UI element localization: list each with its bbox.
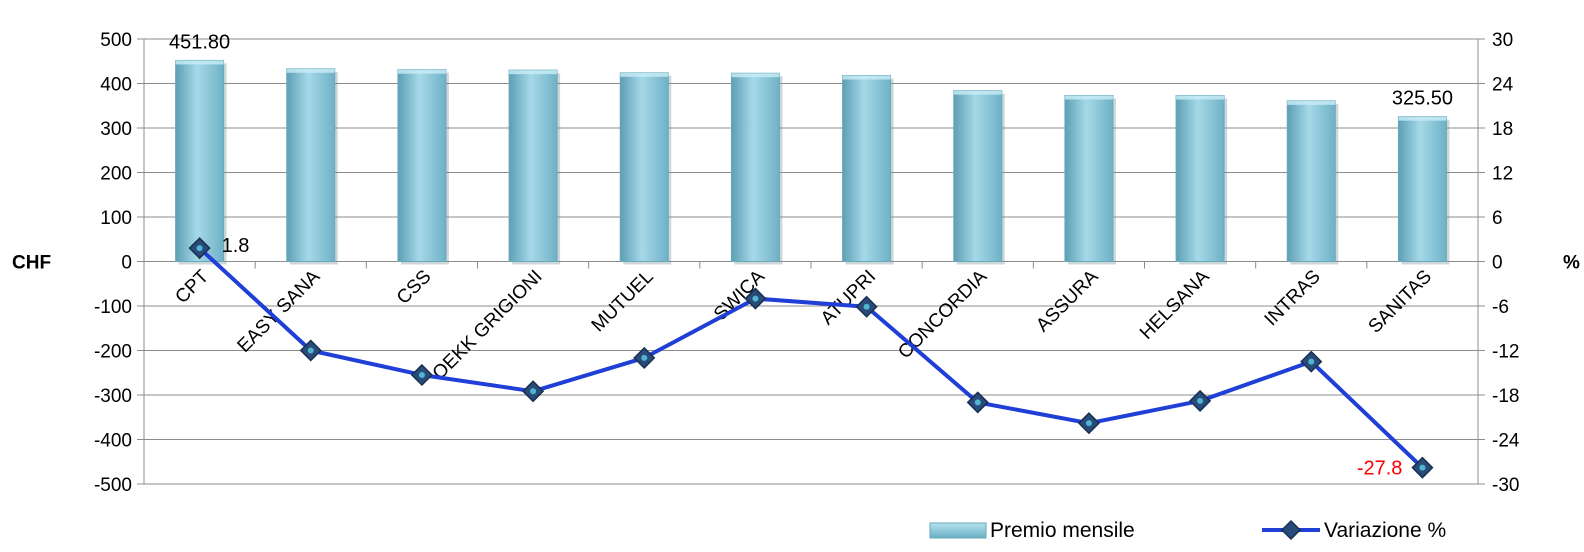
point-highlight	[1419, 464, 1426, 471]
right-axis-label: %	[1563, 253, 1580, 274]
legend-marker	[1280, 519, 1302, 541]
bar-top	[1176, 95, 1225, 100]
right-tick-label: 12	[1492, 164, 1513, 185]
right-tick-label: 30	[1492, 30, 1513, 51]
left-tick-label: 0	[121, 253, 132, 274]
data-label: 325.50	[1392, 88, 1453, 110]
point-highlight	[974, 399, 981, 406]
point-highlight	[641, 354, 648, 361]
right-tick-label: 0	[1492, 253, 1503, 274]
point-highlight	[307, 347, 314, 354]
bar	[175, 59, 225, 262]
category-label: MUTUEL	[588, 266, 658, 336]
bar-top	[1398, 116, 1447, 121]
bar-top	[731, 73, 780, 78]
left-tick-label: -200	[94, 342, 132, 363]
right-tick-label: -24	[1492, 431, 1520, 452]
line-series	[188, 237, 1434, 479]
category-label: CPT	[171, 266, 213, 308]
data-label: -27.8	[1357, 458, 1403, 480]
right-tick-label: 18	[1492, 119, 1513, 140]
legend-label: Variazione %	[1324, 519, 1446, 542]
bar-top	[397, 69, 446, 74]
bar-top	[286, 68, 335, 73]
point-highlight	[1085, 420, 1092, 427]
left-tick-label: -100	[94, 297, 132, 318]
axes: 500 30 400 24 300 18 200 12 100 6 0 0 -100 -6 -200 -12 -…	[12, 30, 1580, 496]
bar	[1175, 95, 1225, 262]
bar-top	[175, 60, 224, 65]
point-highlight	[530, 388, 537, 395]
left-axis-label: CHF	[12, 253, 51, 274]
category-label: CSS	[393, 266, 435, 308]
right-tick-label: 6	[1492, 208, 1503, 229]
bar	[842, 74, 892, 262]
category-label: CONCORDIA	[894, 266, 991, 363]
bar-top	[509, 70, 558, 75]
bar-top	[953, 90, 1002, 95]
left-tick-label: 400	[100, 75, 132, 96]
left-tick-label: -400	[94, 431, 132, 452]
bar	[286, 68, 336, 262]
category-label: ATUPRI	[817, 266, 880, 329]
left-tick-label: 300	[100, 119, 132, 140]
left-tick-label: 100	[100, 208, 132, 229]
category-label: OEKK GRIGIONI	[429, 266, 547, 384]
left-tick-label: 200	[100, 164, 132, 185]
bar-top	[1287, 100, 1336, 105]
right-tick-label: -6	[1492, 297, 1509, 318]
point-highlight	[1308, 358, 1315, 365]
left-tick-label: 500	[100, 30, 132, 51]
bar	[397, 69, 447, 262]
bar-top	[842, 75, 891, 80]
right-tick-label: -12	[1492, 342, 1519, 363]
bar	[953, 90, 1003, 263]
category-label: HELSANA	[1136, 266, 1214, 344]
bar	[1064, 95, 1114, 262]
point-highlight	[418, 371, 425, 378]
category-label: ASSURA	[1032, 266, 1102, 336]
point-highlight	[863, 303, 870, 310]
legend-swatch-bar	[929, 522, 987, 539]
bar	[508, 69, 558, 263]
point-highlight	[196, 245, 203, 252]
left-tick-label: -300	[94, 386, 132, 407]
right-tick-label: -30	[1492, 475, 1519, 496]
category-label: INTRAS	[1261, 266, 1325, 330]
category-label: SANITAS	[1365, 266, 1436, 337]
right-tick-label: -18	[1492, 386, 1519, 407]
point-highlight	[752, 295, 759, 302]
data-label: 1.8	[222, 235, 250, 257]
data-label: 451.80	[169, 31, 230, 53]
bar	[1397, 116, 1447, 262]
bar	[1286, 100, 1336, 263]
bar-top	[1064, 95, 1113, 100]
bar-top	[620, 72, 669, 77]
legend: Premio mensile Variazione %	[929, 519, 1446, 542]
point-highlight	[1197, 397, 1204, 404]
bar	[730, 72, 780, 262]
right-tick-label: 24	[1492, 75, 1514, 96]
series-line	[198, 246, 1424, 470]
data-labels: 451.80 325.50 1.8 -27.8	[169, 31, 1453, 479]
legend-label: Premio mensile	[990, 519, 1135, 542]
left-tick-label: -500	[94, 475, 132, 496]
bar	[619, 72, 669, 262]
bar-series	[175, 59, 1450, 265]
